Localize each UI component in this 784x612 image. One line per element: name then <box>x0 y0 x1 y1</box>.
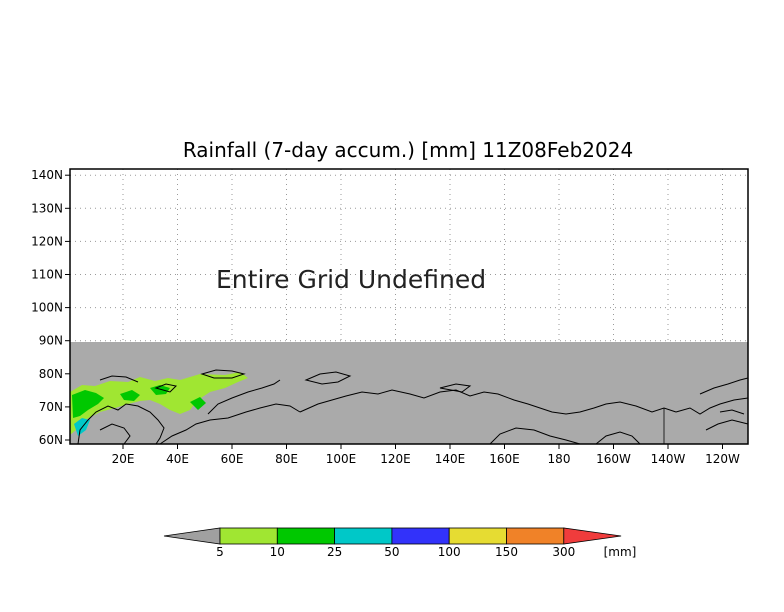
rain-10-25-region-c <box>120 390 140 401</box>
colorbar: 5 10 25 50 100 150 300 [mm] <box>163 527 637 559</box>
lon-tick-label: 100E <box>326 452 357 466</box>
colorbar-swatch <box>506 527 565 545</box>
lat-tick-label: 130N <box>31 201 63 215</box>
colorbar-over-triangle <box>563 527 622 545</box>
lon-tick-label: 80E <box>275 452 298 466</box>
lat-tick-label: 90N <box>39 334 63 348</box>
lon-tick-label: 20E <box>112 452 135 466</box>
colorbar-swatch <box>391 527 450 545</box>
colorbar-unit: [mm] <box>604 545 637 559</box>
lat-tick-label: 80N <box>39 367 63 381</box>
lon-tick-label: 40E <box>166 452 189 466</box>
lon-tick-label: 160W <box>596 452 631 466</box>
colorbar-swatch <box>219 527 278 545</box>
lon-tick-label: 160E <box>489 452 520 466</box>
rain-10-25-region-b <box>150 385 170 395</box>
lat-tick-label: 110N <box>31 268 63 282</box>
colorbar-under-triangle <box>163 527 221 545</box>
latitude-axis: 140N 130N 120N 110N 100N 90N 80N 70N 60N <box>31 168 70 447</box>
lon-tick-label: 140E <box>435 452 466 466</box>
colorbar-label: 100 <box>438 545 461 559</box>
plot-frame <box>69 168 749 445</box>
lon-tick-label: 120E <box>380 452 411 466</box>
rain-10-25-region-d <box>190 397 206 410</box>
lat-tick-label: 120N <box>31 234 63 248</box>
colorbar-swatch <box>276 527 335 545</box>
lat-tick-label: 60N <box>39 433 63 447</box>
map-title: Rainfall (7-day accum.) [mm] 11Z08Feb202… <box>183 138 633 162</box>
colorbar-label: 150 <box>495 545 518 559</box>
lat-tick-label: 70N <box>39 400 63 414</box>
undefined-grid-message: Entire Grid Undefined <box>216 265 486 294</box>
colorbar-label: 5 <box>216 545 224 559</box>
lat-tick-label: 140N <box>31 168 63 182</box>
colorbar-label: 25 <box>327 545 342 559</box>
longitude-axis: 20E 40E 60E 80E 100E 120E 140E 160E 180 160W 140W 1… <box>112 444 740 466</box>
lon-tick-label: 60E <box>221 452 244 466</box>
grid-lines <box>70 169 748 342</box>
rain-5-10-region <box>70 372 248 435</box>
rain-10-25-region <box>72 390 104 418</box>
colorbar-swatch <box>334 527 393 545</box>
coastlines <box>77 369 749 445</box>
lon-tick-label: 140W <box>651 452 686 466</box>
lat-tick-label: 100N <box>31 301 63 315</box>
colorbar-label: 300 <box>552 545 575 559</box>
lon-tick-label: 180 <box>548 452 571 466</box>
lon-tick-label: 120W <box>705 452 740 466</box>
colorbar-label: 50 <box>384 545 399 559</box>
colorbar-label: 10 <box>270 545 285 559</box>
colorbar-swatch <box>448 527 507 545</box>
